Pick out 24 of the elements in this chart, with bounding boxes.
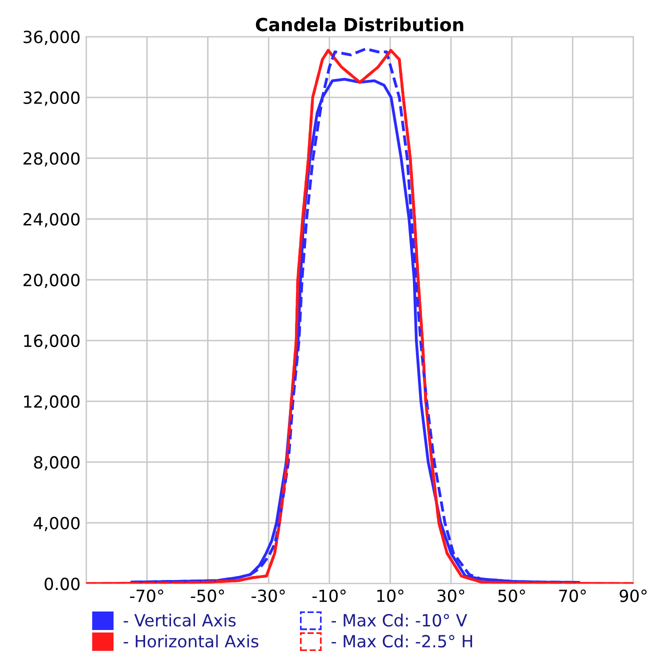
y-tick-label: 8,000 [34, 456, 80, 470]
legend-label: - Horizontal Axis [124, 634, 258, 648]
x-tick-label: -50° [190, 589, 224, 602]
y-tick-label: 24,000 [24, 212, 80, 228]
y-tick-label: 16,000 [24, 334, 80, 349]
y-tick-label: 28,000 [24, 152, 80, 166]
x-tick-label: 10° [377, 589, 404, 602]
legend-label: - Max Cd: -10° V [332, 614, 468, 627]
x-tick-label: -10° [312, 589, 346, 602]
y-tick-label: 4,000 [34, 516, 80, 532]
legend-label: - Vertical Axis [124, 614, 236, 627]
x-tick-label: -30° [252, 589, 285, 602]
x-tick-label: 70° [559, 589, 586, 602]
x-tick-label: 30° [438, 589, 464, 602]
legend-label: - Max Cd: -2.5° H [332, 634, 472, 648]
y-tick-label: 0.00 [44, 578, 80, 590]
y-tick-label: 20,000 [24, 274, 80, 288]
x-tick-label: -70° [130, 589, 164, 602]
x-tick-label: 50° [498, 589, 525, 602]
y-tick-label: 32,000 [24, 91, 80, 106]
chart-title: Candela Distribution [256, 17, 464, 32]
y-tick-label: 12,000 [24, 395, 80, 410]
x-tick-label: 90° [620, 589, 647, 602]
y-tick-label: 36,000 [24, 30, 80, 45]
